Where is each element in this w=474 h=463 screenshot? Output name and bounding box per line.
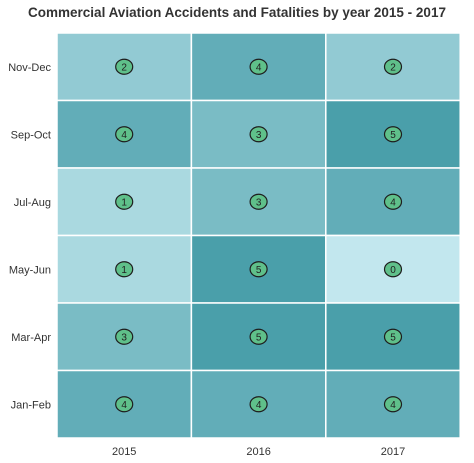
x-tick-label: 2015 <box>112 446 136 458</box>
value-label: 3 <box>256 197 262 208</box>
value-label: 4 <box>256 400 262 411</box>
value-badge <box>115 396 134 413</box>
y-tick-label: Sep-Oct <box>11 129 51 141</box>
y-tick-label: May-Jun <box>9 264 51 276</box>
value-label: 4 <box>121 400 127 411</box>
value-badge <box>115 261 134 278</box>
value-label: 5 <box>256 332 262 343</box>
value-label: 4 <box>256 62 262 73</box>
value-label: 5 <box>390 130 396 141</box>
value-label: 4 <box>390 197 396 208</box>
value-badge <box>249 396 268 413</box>
value-label: 2 <box>390 62 396 73</box>
value-label: 4 <box>121 130 127 141</box>
value-badge <box>115 126 134 143</box>
y-tick-label: Jan-Feb <box>11 399 51 411</box>
value-label: 5 <box>390 332 396 343</box>
value-badge <box>115 328 134 345</box>
value-badge <box>383 58 403 75</box>
value-label: 1 <box>121 265 127 276</box>
value-badge <box>115 193 134 210</box>
value-badge <box>383 328 403 345</box>
value-label: 1 <box>121 197 127 208</box>
value-badge <box>383 193 403 210</box>
value-label: 5 <box>256 265 262 276</box>
value-badge <box>249 126 268 143</box>
value-badge <box>383 261 403 278</box>
y-tick-label: Nov-Dec <box>8 62 51 74</box>
value-badge <box>115 58 134 75</box>
value-label: 3 <box>121 332 127 343</box>
x-tick-label: 2017 <box>381 446 405 458</box>
value-label: 2 <box>121 62 127 73</box>
value-label: 4 <box>390 400 396 411</box>
y-tick-label: Mar-Apr <box>11 332 51 344</box>
y-tick-label: Jul-Aug <box>14 197 51 209</box>
x-tick-label: 2016 <box>246 446 270 458</box>
chart-title: Commercial Aviation Accidents and Fatali… <box>28 5 446 20</box>
value-badge <box>249 193 268 210</box>
value-badge <box>249 58 268 75</box>
value-label: 3 <box>256 130 262 141</box>
value-label: 0 <box>390 265 396 276</box>
value-badge <box>249 261 268 278</box>
value-badge <box>383 126 403 143</box>
value-badge <box>383 396 403 413</box>
value-badge <box>249 328 268 345</box>
